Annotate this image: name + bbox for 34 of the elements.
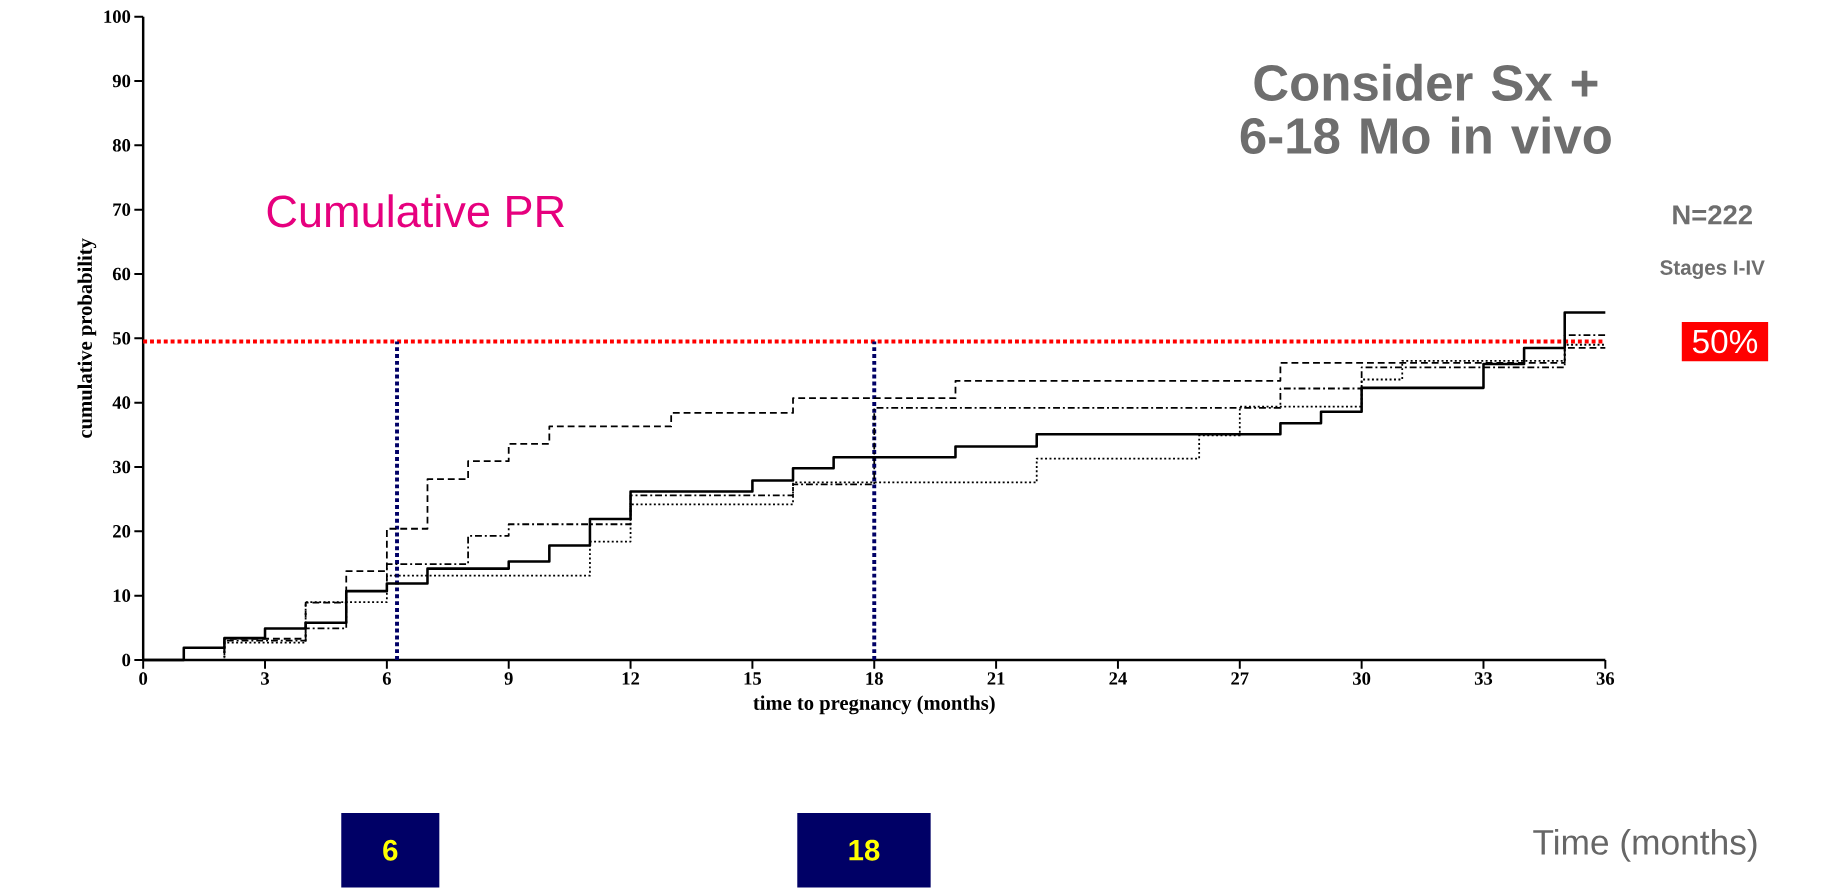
y-tick-label: 50 (113, 331, 131, 345)
x-tick-label: 12 (622, 672, 640, 685)
y-tick-label: 80 (112, 138, 131, 152)
x-tick-label: 3 (261, 672, 270, 685)
x-tick-label: 36 (1596, 672, 1615, 685)
y-axis-title: cumulative probability (77, 238, 97, 438)
y-tick-label: 70 (113, 203, 131, 216)
text: 6 (383, 839, 398, 861)
x-tick-label: 18 (866, 672, 883, 685)
text: Stages I-IV (1660, 260, 1765, 279)
ref-line-label: 50% (1692, 329, 1758, 354)
x-tick-label: 24 (1109, 672, 1127, 685)
y-tick-label: 40 (112, 396, 131, 409)
x-axis-title: time to pregnancy (months) (753, 695, 995, 715)
y-tick-label: 0 (122, 653, 131, 667)
text: 18 (849, 839, 880, 861)
x-tick-label: 21 (987, 672, 1005, 685)
x-tick-label: 33 (1474, 672, 1493, 685)
text: N=222 (1673, 204, 1752, 225)
y-tick-label: 10 (113, 589, 131, 602)
y-tick-label: 90 (112, 74, 131, 88)
text: Consider Sx + 6-18 Mo in vivo (1240, 63, 1611, 154)
text: Time (months) (1533, 828, 1757, 862)
x-tick-label: 9 (504, 672, 513, 685)
annotation: Cumulative PR (267, 194, 565, 228)
y-tick-label: 30 (112, 460, 131, 474)
x-tick-label: 15 (744, 672, 762, 685)
x-tick-label: 0 (139, 672, 148, 685)
x-tick-label: 6 (382, 672, 391, 685)
x-tick-label: 30 (1353, 672, 1371, 685)
y-tick-label: 20 (113, 524, 131, 538)
y-tick-label: 60 (112, 267, 131, 281)
y-tick-label: 100 (104, 10, 131, 23)
x-tick-label: 27 (1231, 672, 1249, 685)
